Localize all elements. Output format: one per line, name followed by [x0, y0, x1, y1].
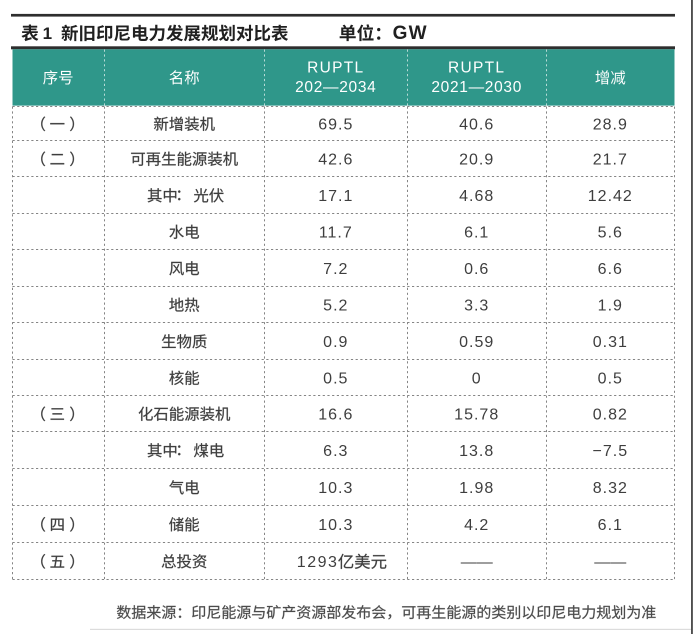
svg-text:69.5: 69.5	[318, 117, 353, 134]
svg-text:20.9: 20.9	[459, 152, 494, 169]
svg-text:13.8: 13.8	[459, 443, 494, 460]
svg-text:21.7: 21.7	[593, 152, 628, 169]
svg-text:RUPTL: RUPTL	[448, 59, 505, 76]
svg-text:0.59: 0.59	[459, 334, 494, 351]
svg-text:0.6: 0.6	[464, 261, 489, 278]
svg-text:−7.5: −7.5	[593, 443, 629, 460]
svg-text:16.6: 16.6	[318, 407, 353, 424]
svg-text:5.6: 5.6	[598, 225, 623, 242]
svg-text:42.6: 42.6	[318, 152, 353, 169]
svg-text:6.1: 6.1	[464, 225, 489, 242]
svg-text:6.3: 6.3	[323, 443, 348, 460]
svg-text:4.68: 4.68	[459, 188, 494, 205]
svg-text:6.6: 6.6	[598, 261, 623, 278]
svg-text:0.9: 0.9	[323, 334, 348, 351]
svg-text:——: ——	[461, 554, 493, 571]
svg-text:7.2: 7.2	[323, 261, 348, 278]
svg-text:1: 1	[43, 24, 52, 43]
svg-text:3.3: 3.3	[464, 298, 489, 315]
svg-text:1293: 1293	[297, 554, 339, 571]
svg-text:12.42: 12.42	[588, 188, 633, 205]
svg-text:——: ——	[594, 554, 626, 571]
svg-text:10.3: 10.3	[318, 517, 353, 534]
svg-text:0.82: 0.82	[593, 407, 628, 424]
svg-text:8.32: 8.32	[593, 480, 628, 497]
svg-text:RUPTL: RUPTL	[307, 59, 364, 76]
svg-text:11.7: 11.7	[319, 225, 353, 242]
svg-text:0: 0	[472, 371, 482, 388]
svg-text:4.2: 4.2	[464, 517, 489, 534]
svg-text:5.2: 5.2	[323, 298, 348, 315]
svg-text:10.3: 10.3	[318, 480, 353, 497]
svg-text:2021—2030: 2021—2030	[431, 79, 522, 96]
svg-text:1.98: 1.98	[459, 480, 494, 497]
svg-text:6.1: 6.1	[598, 517, 623, 534]
svg-text:202—2034: 202—2034	[295, 79, 376, 96]
svg-text:0.5: 0.5	[598, 371, 623, 388]
svg-text:28.9: 28.9	[593, 117, 628, 134]
svg-text:15.78: 15.78	[454, 407, 499, 424]
svg-text:40.6: 40.6	[459, 117, 494, 134]
svg-text:GW: GW	[393, 23, 428, 44]
svg-text:0.31: 0.31	[593, 334, 628, 351]
svg-text:17.1: 17.1	[318, 188, 353, 205]
svg-text:0.5: 0.5	[323, 371, 348, 388]
svg-text:1.9: 1.9	[598, 298, 623, 315]
